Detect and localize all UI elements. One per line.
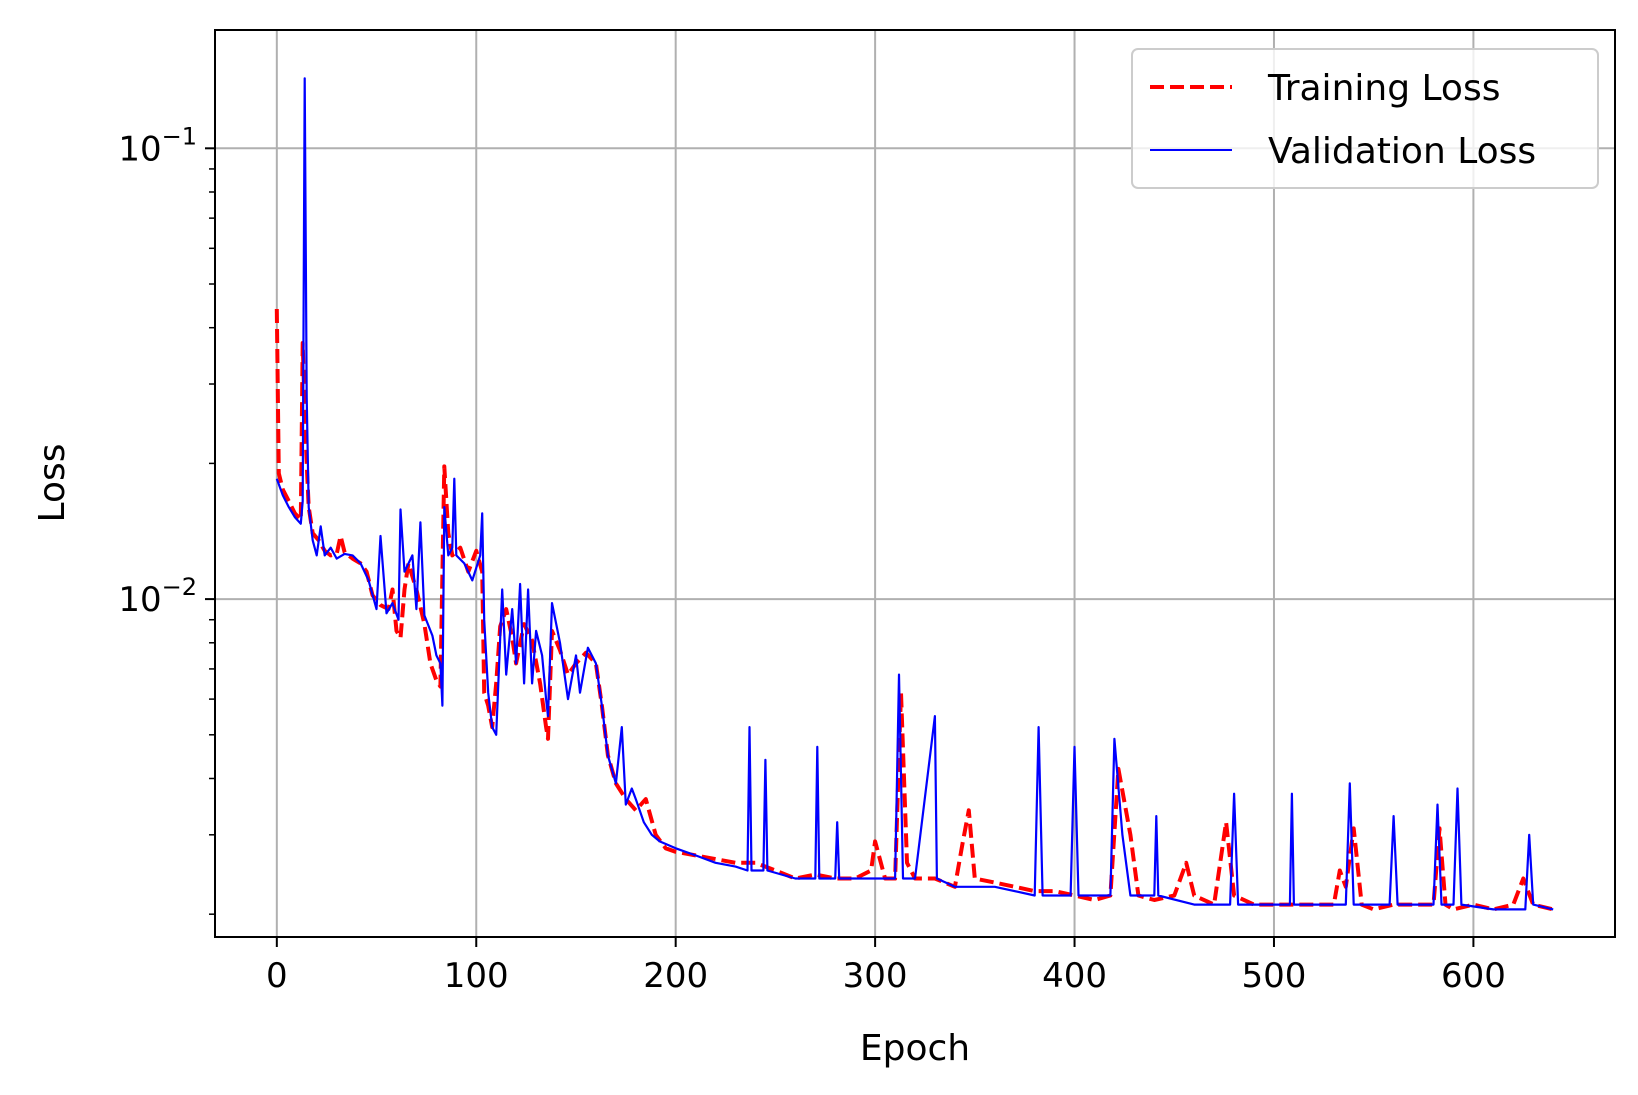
x-tick-label: 0 [266,956,288,996]
series-layer [274,77,1554,912]
x-tick-label: 200 [643,956,708,996]
y-tick-label: 10−1 [118,122,197,169]
series-line-training-loss [274,308,1554,912]
x-tick-label: 400 [1042,956,1107,996]
legend-label-training: Training Loss [1267,68,1500,109]
x-tick-label: 300 [843,956,908,996]
x-axis-ticks: 0 100 200 300 400 500 600 [266,937,1506,996]
x-tick-label: 100 [444,956,509,996]
legend-label-validation: Validation Loss [1268,131,1536,172]
plot-frame [214,29,1616,938]
y-axis-label: Loss [32,444,73,523]
x-tick-label: 500 [1242,956,1307,996]
series-line-validation-loss [275,77,1554,911]
x-tick-label: 600 [1441,956,1506,996]
legend: Training Loss Validation Loss [1131,48,1599,189]
legend-box [1131,48,1599,189]
y-axis-ticks: 10−2 10−1 [118,122,215,915]
y-tick-label: 10−2 [118,573,197,620]
x-axis-label: Epoch [860,1028,970,1069]
